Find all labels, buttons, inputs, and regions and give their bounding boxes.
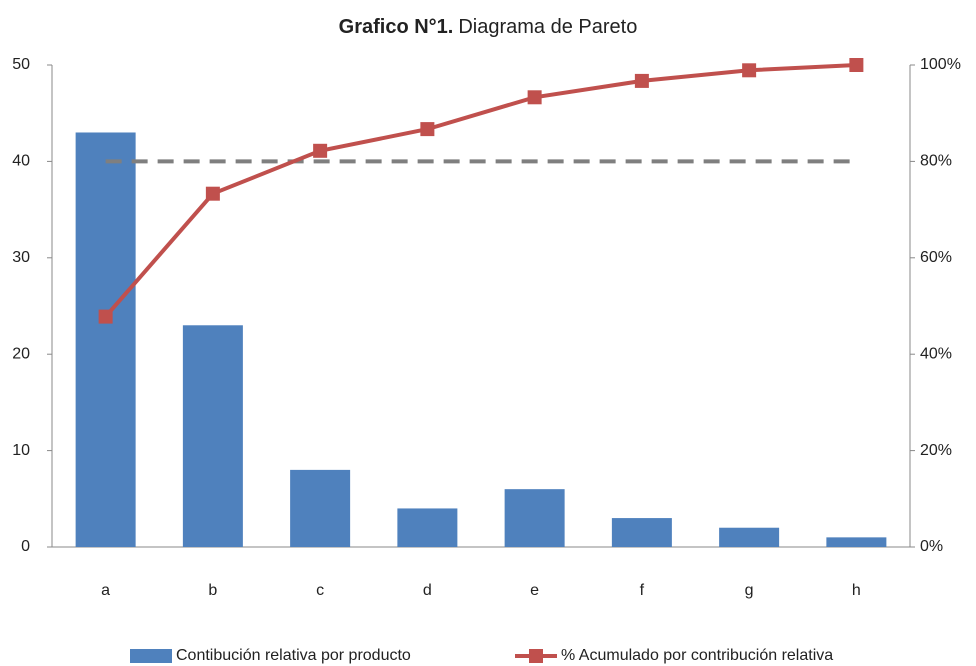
marker bbox=[742, 63, 757, 78]
x-tick-label: a bbox=[101, 582, 110, 599]
x-tick-label: h bbox=[852, 582, 861, 599]
x-tick-label: f bbox=[640, 582, 645, 599]
bar bbox=[504, 489, 565, 547]
y2-tick-label: 60% bbox=[920, 249, 952, 266]
x-tick-label: g bbox=[745, 582, 754, 599]
bar bbox=[182, 325, 243, 547]
y2-tick-label: 80% bbox=[920, 153, 952, 170]
y-tick-label: 0 bbox=[21, 538, 30, 555]
y2-tick-label: 0% bbox=[920, 538, 943, 555]
bar bbox=[611, 518, 672, 547]
y-tick-label: 30 bbox=[12, 249, 30, 266]
x-tick-label: e bbox=[530, 582, 539, 599]
marker bbox=[849, 58, 864, 72]
x-tick-label: c bbox=[316, 582, 324, 599]
marker bbox=[527, 90, 542, 105]
bar bbox=[290, 469, 351, 547]
y2-tick-label: 20% bbox=[920, 442, 952, 459]
bar bbox=[397, 508, 458, 547]
bar bbox=[719, 527, 780, 547]
legend-swatch bbox=[529, 649, 543, 663]
line bbox=[104, 63, 857, 318]
chart-title: Grafico N°1. Diagrama de Pareto bbox=[339, 16, 638, 38]
legend-swatch bbox=[130, 649, 172, 663]
y-tick-label: 10 bbox=[12, 442, 30, 459]
y-tick-label: 20 bbox=[12, 345, 30, 362]
legend-label: % Acumulado por contribución relativa bbox=[561, 647, 833, 664]
marker bbox=[634, 73, 649, 88]
marker bbox=[98, 309, 113, 324]
x-tick-label: d bbox=[423, 582, 432, 599]
y-tick-label: 50 bbox=[12, 56, 30, 73]
bar bbox=[75, 132, 136, 548]
y2-tick-label: 100% bbox=[920, 56, 961, 73]
x-tick-label: b bbox=[208, 582, 217, 599]
y-tick-label: 40 bbox=[12, 153, 30, 170]
marker bbox=[420, 122, 435, 137]
legend-label: Contibución relativa por producto bbox=[176, 647, 411, 664]
marker bbox=[205, 186, 220, 201]
title-prefix: Grafico N°1. bbox=[339, 16, 454, 38]
title-text: Diagrama de Pareto bbox=[458, 16, 637, 38]
y2-tick-label: 40% bbox=[920, 345, 952, 362]
marker bbox=[313, 143, 328, 158]
bar bbox=[826, 537, 887, 547]
